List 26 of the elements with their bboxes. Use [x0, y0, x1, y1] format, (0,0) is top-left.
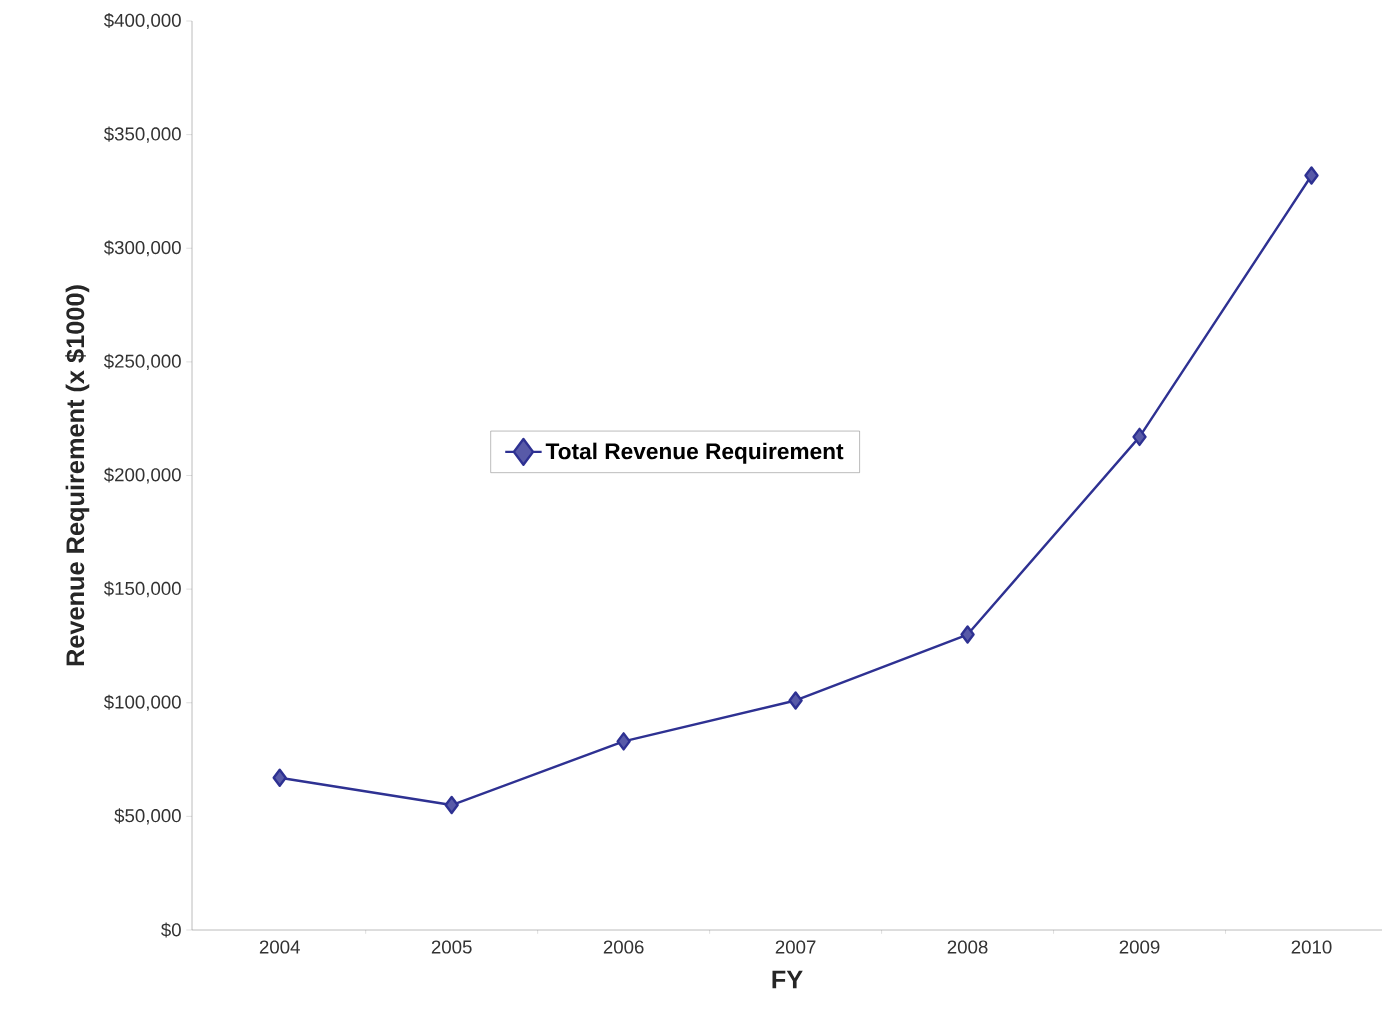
y-tick-label: $200,000	[103, 467, 181, 484]
y-tick-label: $300,000	[103, 240, 181, 257]
x-axis-title: FY	[772, 970, 803, 989]
point	[272, 768, 287, 787]
point	[960, 625, 975, 644]
y-tick-label: $250,000	[103, 353, 181, 370]
point	[444, 795, 459, 815]
point	[1304, 166, 1319, 185]
x-tick-label: 2009	[1119, 940, 1160, 954]
y-tick-label: $400,000	[103, 12, 181, 30]
y-tick-label: $350,000	[103, 126, 181, 143]
legend-label: Total Revenue Requirement	[545, 442, 844, 464]
x-tick-label: 2006	[603, 940, 644, 954]
x-tick-label: 2010	[1291, 940, 1332, 954]
y-axis-title: Revenue Requirement (x $1000)	[65, 285, 90, 666]
y-tick-label: $150,000	[103, 581, 181, 598]
y-tick-label: $0	[161, 922, 181, 938]
x-tick-label: 2007	[775, 940, 816, 954]
point	[788, 691, 803, 710]
y-tick-label: $100,000	[103, 694, 181, 711]
x-tick-label: 2004	[259, 940, 300, 954]
point	[1132, 427, 1147, 447]
point	[616, 732, 631, 751]
y-tick-label: $50,000	[114, 808, 181, 825]
x-tick-label: 2005	[431, 940, 472, 954]
x-tick-label: 2008	[947, 940, 988, 954]
